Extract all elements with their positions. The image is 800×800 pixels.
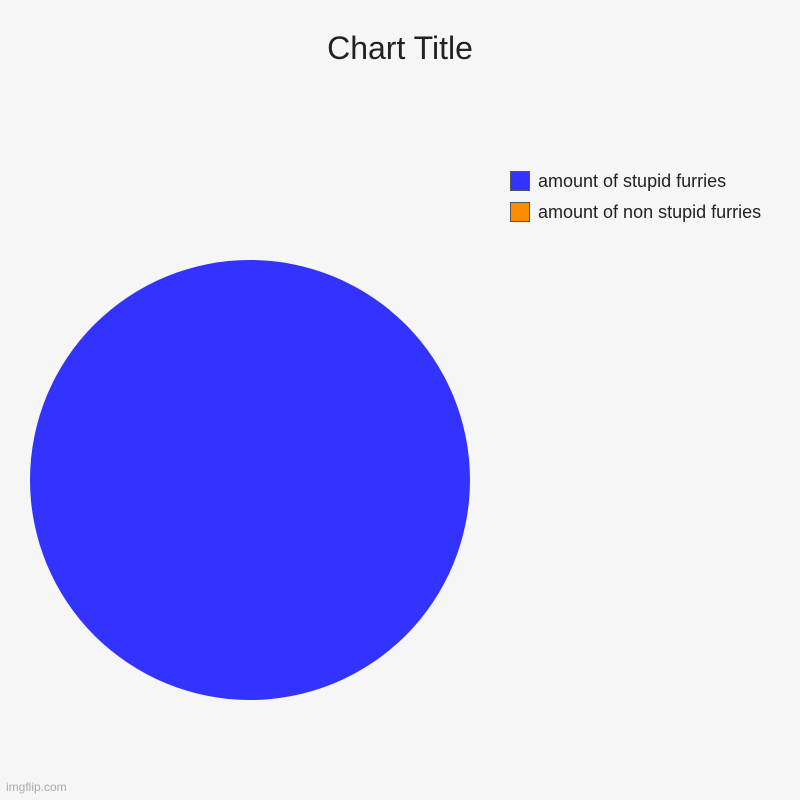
legend-label: amount of non stupid furries	[538, 201, 761, 224]
legend-swatch	[510, 171, 530, 191]
chart-title: Chart Title	[0, 30, 800, 67]
legend-swatch	[510, 202, 530, 222]
legend-item: amount of stupid furries	[510, 170, 790, 193]
pie-chart	[30, 260, 470, 700]
legend-label: amount of stupid furries	[538, 170, 726, 193]
pie-slice-main	[30, 260, 470, 700]
legend: amount of stupid furries amount of non s…	[510, 170, 790, 231]
watermark: imgflip.com	[6, 780, 67, 794]
legend-item: amount of non stupid furries	[510, 201, 790, 224]
